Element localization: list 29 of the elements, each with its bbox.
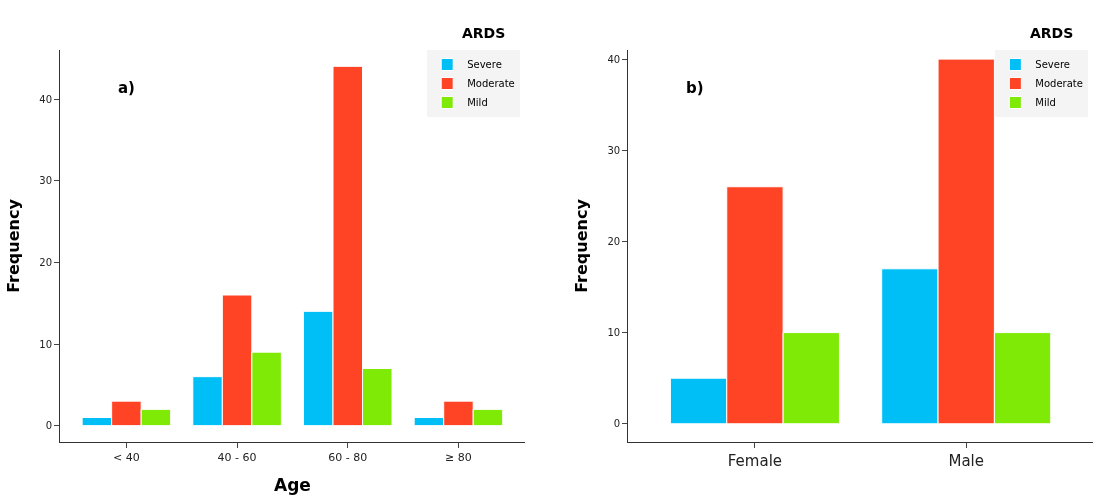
x-tick-label: < 40: [113, 451, 140, 465]
annotation: b): [686, 79, 704, 97]
y-tick-label: 10: [607, 327, 621, 339]
x-tick-label: 60 - 80: [328, 451, 368, 465]
legend-label: Severe: [467, 59, 502, 71]
legend-label: Mild: [1035, 97, 1056, 109]
y-tick-label: 10: [39, 338, 52, 350]
y-tick-label: 20: [607, 235, 621, 247]
legend-label: Moderate: [1035, 78, 1083, 90]
y-tick-label: 40: [39, 93, 52, 105]
annotation: a): [118, 79, 135, 97]
y-tick-label: 0: [45, 420, 52, 432]
y-tick-label: 30: [39, 175, 52, 187]
chart-title: ARDS: [1030, 25, 1074, 41]
x-tick-label: Female: [727, 452, 783, 470]
legend-label: Severe: [1035, 59, 1070, 71]
x-tick-label: ≥ 80: [445, 451, 472, 465]
legend-label: Moderate: [467, 78, 515, 90]
y-axis-title: Frequency: [4, 198, 24, 293]
y-tick-label: 20: [39, 256, 52, 268]
x-tick-label: 40 - 60: [217, 451, 257, 465]
y-axis-title: Frequency: [572, 198, 592, 293]
x-tick-label: Male: [948, 452, 984, 470]
x-axis-title: Age: [274, 474, 311, 495]
y-tick-label: 40: [607, 53, 621, 65]
legend-label: Mild: [467, 97, 488, 109]
chart-title: ARDS: [462, 25, 506, 41]
y-tick-label: 30: [607, 144, 621, 156]
y-tick-label: 0: [613, 418, 621, 430]
